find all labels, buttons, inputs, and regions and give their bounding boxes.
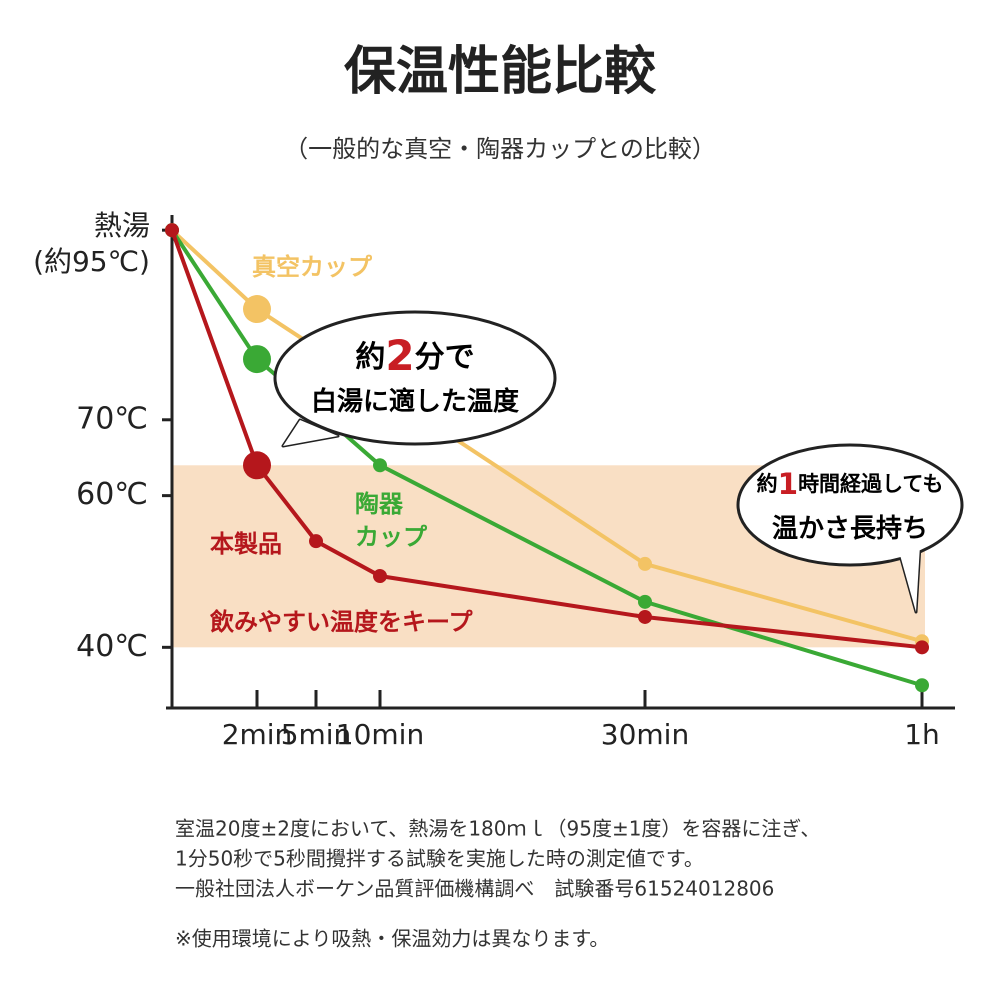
callout-text: 約2分で [355, 331, 474, 380]
band-label: 飲みやすい温度をキープ [209, 608, 474, 636]
point [165, 223, 179, 238]
x-tick-label: 10min [336, 718, 424, 751]
series-label: 陶器 [355, 490, 404, 518]
point [243, 345, 271, 374]
callout-text: 白湯に適した温度 [311, 386, 519, 417]
x-tick-label: 5min [281, 718, 352, 751]
callout-text: 温かさ長持ち [772, 514, 928, 544]
series-line [170, 229, 923, 650]
callout-part: 温かさ長持ち [772, 514, 928, 544]
y-tick-label: 40℃ [76, 629, 148, 664]
callout-part: 白湯に適した温度 [311, 386, 519, 417]
point [373, 458, 387, 473]
callout-part: 分で [415, 340, 475, 375]
x-tick-label: 2min [222, 718, 293, 751]
y-tick-label: 70℃ [76, 401, 148, 436]
callout-tail-cover [283, 420, 338, 446]
callout-part: 約 [355, 340, 385, 375]
callout-text: 約1時間経過しても [757, 467, 944, 501]
series-label: 本製品 [210, 530, 282, 558]
callout-part: 時間経過しても [798, 472, 943, 496]
callout [273, 310, 557, 446]
callout-part: 1 [778, 467, 798, 501]
callout-tail-cover [900, 545, 920, 612]
y-tick-label: 60℃ [76, 477, 148, 512]
footnote: 1分50秒で5秒間攪拌する試験を実施した時の測定値です。 [175, 847, 704, 871]
callout-part: 2 [385, 331, 414, 380]
callout-part: 約 [757, 472, 778, 496]
footnote: 室温20度±2度において、熱湯を180ｍｌ（95度±1度）を容器に注ぎ、 [175, 817, 820, 841]
point [243, 451, 271, 480]
series-label: 真空カップ [252, 253, 373, 281]
point [309, 534, 323, 549]
point [915, 640, 929, 655]
point [373, 569, 387, 584]
point [243, 295, 271, 324]
point [915, 678, 929, 693]
chart-title: 保温性能比較 [344, 42, 657, 102]
callout [736, 443, 964, 567]
point [638, 609, 652, 624]
point [638, 594, 652, 609]
x-tick-label: 1h [904, 718, 940, 751]
series-label: カップ [355, 523, 428, 551]
point [638, 556, 652, 571]
y-tick-label: 熱湯 (約95℃) [33, 209, 150, 279]
chart-subtitle: （一般的な真空・陶器カップとの比較） [284, 135, 716, 163]
footnote: 一般社団法人ボーケン品質評価機構調べ 試験番号61524012806 [175, 877, 774, 901]
x-tick-label: 30min [601, 718, 689, 751]
footnote: ※使用環境により吸熱・保温効力は異なります。 [175, 927, 609, 951]
